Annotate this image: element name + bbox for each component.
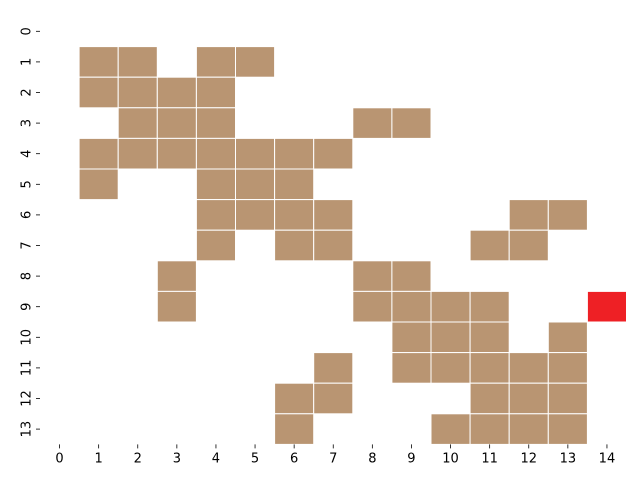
y-tick-label: 4 bbox=[20, 150, 35, 158]
x-tick-label: 3 bbox=[173, 451, 181, 466]
y-tick-label: 6 bbox=[20, 211, 35, 219]
y-tick-label: 9 bbox=[20, 303, 35, 311]
filled-cell bbox=[156, 107, 197, 139]
x-tick-label: 13 bbox=[560, 451, 577, 466]
filled-cell bbox=[117, 46, 158, 78]
filled-cell bbox=[235, 199, 276, 231]
x-tick-label: 1 bbox=[95, 451, 103, 466]
filled-cell bbox=[235, 46, 276, 78]
filled-cell bbox=[195, 137, 236, 170]
y-tick-label: 5 bbox=[20, 180, 35, 188]
filled-cell bbox=[508, 229, 549, 262]
filled-cell bbox=[508, 413, 549, 445]
y-tick-label: 12 bbox=[20, 390, 35, 407]
x-tick-label: 8 bbox=[368, 451, 376, 466]
filled-cell bbox=[235, 168, 276, 201]
x-tick-label: 11 bbox=[481, 451, 498, 466]
filled-cell bbox=[156, 137, 197, 170]
filled-cell bbox=[274, 382, 315, 415]
highlight-cell bbox=[586, 290, 628, 323]
x-tick-label: 9 bbox=[407, 451, 415, 466]
filled-cell bbox=[469, 229, 510, 262]
filled-cell bbox=[547, 413, 588, 445]
filled-cell bbox=[430, 352, 471, 384]
y-tick-label: 0 bbox=[20, 27, 35, 35]
filled-cell bbox=[391, 352, 432, 384]
filled-cell bbox=[117, 76, 158, 109]
filled-cell bbox=[195, 168, 236, 201]
filled-cell bbox=[508, 199, 549, 231]
y-tick-label: 7 bbox=[20, 241, 35, 249]
filled-cell bbox=[156, 290, 197, 323]
filled-cell bbox=[430, 321, 471, 354]
x-tick-label: 7 bbox=[329, 451, 337, 466]
filled-cell bbox=[391, 321, 432, 354]
y-tick-label: 3 bbox=[20, 119, 35, 127]
y-tick-label: 8 bbox=[20, 272, 35, 280]
filled-cell bbox=[195, 199, 236, 231]
y-tick-label: 13 bbox=[20, 421, 35, 438]
filled-cell bbox=[195, 46, 236, 78]
x-tick-label: 12 bbox=[520, 451, 537, 466]
filled-cell bbox=[469, 413, 510, 445]
filled-cell bbox=[430, 290, 471, 323]
filled-cell bbox=[547, 199, 588, 231]
filled-cell bbox=[547, 321, 588, 354]
filled-cell bbox=[313, 382, 354, 415]
filled-cell bbox=[391, 107, 432, 139]
filled-cell bbox=[469, 321, 510, 354]
x-tick-label: 6 bbox=[290, 451, 298, 466]
filled-cell bbox=[195, 107, 236, 139]
filled-cell bbox=[430, 413, 471, 445]
x-tick-label: 2 bbox=[134, 451, 142, 466]
filled-cell bbox=[547, 352, 588, 384]
x-tick-label: 4 bbox=[212, 451, 220, 466]
y-tick-label: 1 bbox=[20, 58, 35, 66]
filled-cell bbox=[156, 76, 197, 109]
filled-cell bbox=[391, 290, 432, 323]
filled-cell bbox=[274, 413, 315, 445]
filled-cell bbox=[274, 199, 315, 231]
filled-cell bbox=[469, 382, 510, 415]
y-tick-label: 11 bbox=[20, 360, 35, 377]
x-tick-label: 5 bbox=[251, 451, 259, 466]
filled-cell bbox=[352, 290, 393, 323]
filled-cell bbox=[117, 107, 158, 139]
filled-cell bbox=[313, 199, 354, 231]
filled-cell bbox=[195, 229, 236, 262]
filled-cell bbox=[508, 352, 549, 384]
filled-cell bbox=[313, 352, 354, 384]
filled-cell bbox=[313, 137, 354, 170]
filled-cell bbox=[235, 137, 276, 170]
filled-cell bbox=[117, 137, 158, 170]
filled-cell bbox=[195, 76, 236, 109]
filled-cell bbox=[508, 382, 549, 415]
filled-cell bbox=[469, 290, 510, 323]
x-tick-label: 14 bbox=[599, 451, 616, 466]
filled-cell bbox=[78, 76, 119, 109]
filled-cell bbox=[469, 352, 510, 384]
filled-cell bbox=[352, 260, 393, 292]
filled-cell bbox=[274, 168, 315, 201]
y-tick-label: 2 bbox=[20, 88, 35, 96]
y-tick-label: 10 bbox=[20, 329, 35, 346]
filled-cell bbox=[78, 168, 119, 201]
filled-cell bbox=[274, 137, 315, 170]
x-tick-label: 10 bbox=[442, 451, 459, 466]
filled-cell bbox=[274, 229, 315, 262]
filled-cell bbox=[352, 107, 393, 139]
filled-cell bbox=[547, 382, 588, 415]
filled-cell bbox=[78, 137, 119, 170]
x-axis: 0 1 2 3 4 5 6 7 8 9 10 11 12 13 14 bbox=[55, 444, 615, 466]
filled-cell bbox=[391, 260, 432, 292]
filled-cell bbox=[156, 260, 197, 292]
filled-cell bbox=[313, 229, 354, 262]
cell-layer bbox=[78, 46, 628, 445]
filled-cell bbox=[78, 46, 119, 78]
x-tick-label: 0 bbox=[55, 451, 63, 466]
